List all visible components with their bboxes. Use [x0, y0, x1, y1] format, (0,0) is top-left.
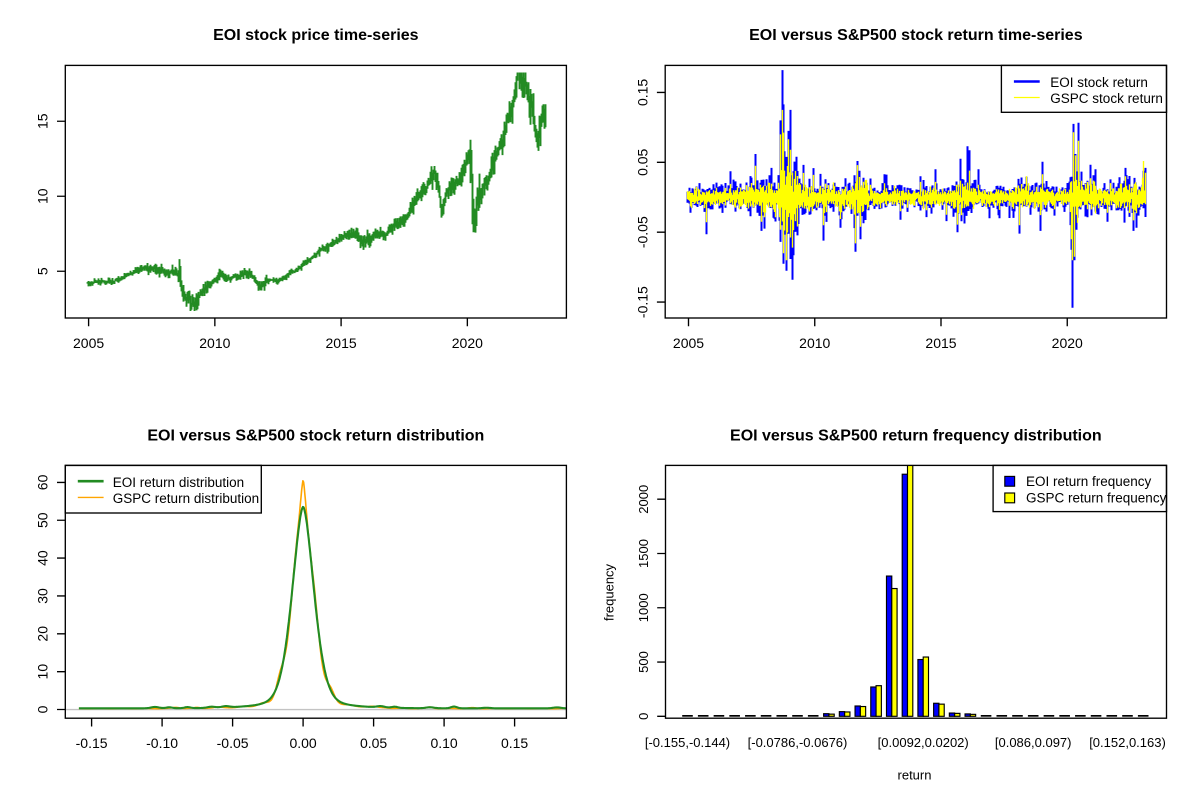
svg-text:2000: 2000	[636, 485, 651, 514]
svg-text:-0.05: -0.05	[217, 735, 249, 751]
svg-text:40: 40	[35, 550, 51, 566]
svg-text:EOI stock price time-series: EOI stock price time-series	[213, 27, 419, 44]
svg-text:60: 60	[35, 474, 51, 490]
svg-text:[-0.0786,-0.0676): [-0.0786,-0.0676)	[748, 735, 848, 750]
svg-text:0.10: 0.10	[430, 735, 457, 751]
svg-text:EOI return frequency: EOI return frequency	[1026, 474, 1152, 489]
svg-text:50: 50	[35, 512, 51, 528]
svg-text:GSPC stock return: GSPC stock return	[1050, 91, 1163, 106]
svg-text:EOI versus S&P500 return frequ: EOI versus S&P500 return frequency distr…	[730, 428, 1102, 445]
svg-text:2005: 2005	[673, 335, 704, 351]
svg-text:500: 500	[636, 651, 651, 673]
svg-text:10: 10	[35, 188, 51, 204]
svg-text:0.00: 0.00	[289, 735, 316, 751]
svg-text:2005: 2005	[73, 335, 104, 351]
svg-text:-0.15: -0.15	[634, 286, 650, 318]
svg-text:2020: 2020	[1052, 335, 1083, 351]
svg-text:2015: 2015	[925, 335, 956, 351]
svg-text:GSPC return distribution: GSPC return distribution	[113, 491, 259, 506]
svg-text:15: 15	[35, 113, 51, 129]
svg-text:EOI versus S&P500 stock return: EOI versus S&P500 stock return time-seri…	[749, 27, 1083, 44]
svg-text:-0.15: -0.15	[76, 735, 108, 751]
svg-text:-0.10: -0.10	[146, 735, 178, 751]
svg-text:2010: 2010	[199, 335, 230, 351]
svg-text:30: 30	[35, 588, 51, 604]
svg-text:1500: 1500	[636, 539, 651, 568]
svg-text:0: 0	[636, 713, 651, 720]
svg-text:0.15: 0.15	[634, 79, 650, 106]
svg-text:GSPC return frequency: GSPC return frequency	[1026, 490, 1167, 505]
svg-text:[0.0092,0.0202): [0.0092,0.0202)	[878, 735, 969, 750]
svg-text:return: return	[898, 768, 932, 783]
svg-text:5: 5	[35, 267, 51, 275]
svg-text:1000: 1000	[636, 593, 651, 622]
svg-text:[0.086,0.097): [0.086,0.097)	[995, 735, 1072, 750]
svg-text:frequency: frequency	[602, 563, 617, 621]
svg-text:0: 0	[35, 705, 51, 713]
svg-text:2015: 2015	[326, 335, 357, 351]
svg-text:2010: 2010	[799, 335, 830, 351]
svg-text:2020: 2020	[452, 335, 483, 351]
svg-text:EOI versus S&P500 stock return: EOI versus S&P500 stock return distribut…	[147, 428, 484, 445]
svg-text:10: 10	[35, 664, 51, 680]
svg-text:[-0.155,-0.144): [-0.155,-0.144)	[645, 735, 730, 750]
svg-text:20: 20	[35, 626, 51, 642]
svg-text:0.15: 0.15	[501, 735, 528, 751]
svg-text:[0.152,0.163): [0.152,0.163)	[1089, 735, 1166, 750]
svg-text:EOI return distribution: EOI return distribution	[113, 475, 244, 490]
svg-text:-0.05: -0.05	[634, 216, 650, 248]
svg-text:0.05: 0.05	[634, 148, 650, 175]
svg-text:0.05: 0.05	[360, 735, 387, 751]
svg-text:EOI stock return: EOI stock return	[1050, 75, 1148, 90]
